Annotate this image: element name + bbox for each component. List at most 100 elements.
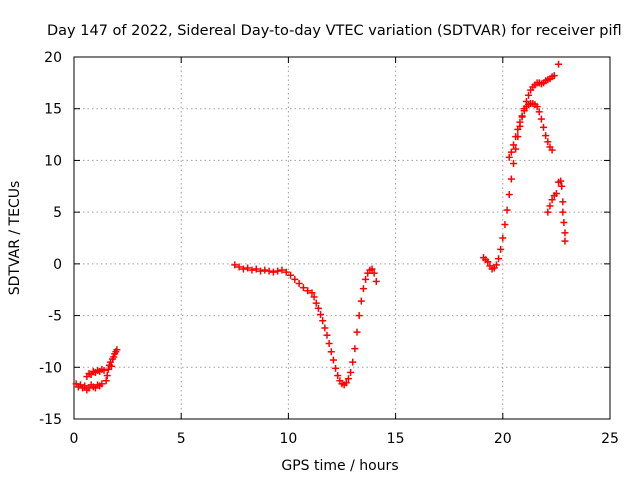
data-point bbox=[560, 218, 568, 226]
y-tick-label: 10 bbox=[44, 153, 62, 169]
data-point bbox=[317, 311, 325, 319]
data-point bbox=[102, 377, 110, 385]
data-point bbox=[497, 245, 505, 253]
x-tick-label: 25 bbox=[601, 431, 619, 447]
x-tick-labels: 0 5 10 15 20 25 bbox=[70, 431, 619, 447]
data-point bbox=[319, 317, 327, 325]
data-point bbox=[559, 208, 567, 216]
data-point bbox=[533, 103, 541, 111]
plot-frame bbox=[73, 56, 611, 420]
data-point bbox=[544, 138, 552, 146]
y-tick-label: -10 bbox=[39, 360, 62, 376]
data-point bbox=[518, 112, 526, 120]
data-point bbox=[540, 123, 548, 131]
y-tick-label: -15 bbox=[39, 412, 62, 428]
data-point bbox=[329, 356, 337, 364]
data-point bbox=[505, 153, 513, 161]
data-point bbox=[535, 108, 543, 116]
data-point bbox=[370, 269, 378, 277]
data-point bbox=[520, 107, 528, 115]
data-point bbox=[323, 331, 331, 339]
data-point bbox=[512, 133, 520, 141]
data-point bbox=[492, 261, 500, 269]
data-point bbox=[484, 258, 492, 266]
x-axis-label: GPS time / hours bbox=[281, 458, 398, 474]
data-point bbox=[81, 382, 89, 390]
y-tick-label: 15 bbox=[44, 102, 62, 118]
data-point bbox=[559, 198, 567, 206]
data-points bbox=[72, 60, 569, 394]
data-point bbox=[499, 234, 507, 242]
data-point bbox=[512, 145, 520, 153]
data-point bbox=[550, 72, 558, 80]
data-point bbox=[507, 148, 515, 156]
data-point bbox=[334, 372, 342, 380]
data-point bbox=[355, 312, 363, 320]
data-point bbox=[557, 177, 565, 185]
data-point bbox=[501, 221, 509, 229]
data-point bbox=[103, 372, 111, 380]
data-point bbox=[291, 275, 299, 283]
data-point bbox=[548, 196, 556, 204]
data-point bbox=[244, 264, 252, 272]
data-point bbox=[516, 118, 524, 126]
data-point bbox=[537, 115, 545, 123]
data-point bbox=[525, 91, 533, 99]
y-tick-label: 0 bbox=[53, 257, 62, 273]
data-point bbox=[495, 255, 503, 263]
y-tick-label: 5 bbox=[53, 205, 62, 221]
data-point bbox=[503, 206, 511, 214]
data-point bbox=[353, 328, 361, 336]
data-point bbox=[304, 287, 312, 295]
data-point bbox=[344, 375, 352, 383]
data-point bbox=[308, 289, 316, 297]
data-point bbox=[98, 380, 106, 388]
data-point bbox=[552, 190, 560, 198]
data-point bbox=[239, 265, 247, 273]
data-point bbox=[514, 125, 522, 133]
data-point bbox=[359, 285, 367, 293]
data-point bbox=[278, 266, 286, 274]
data-point bbox=[312, 299, 320, 307]
data-point bbox=[274, 267, 282, 275]
data-point bbox=[357, 297, 365, 305]
y-tick-label: 20 bbox=[44, 50, 62, 66]
y-tick-labels: -15 -10 -5 0 5 10 15 20 bbox=[39, 50, 62, 428]
y-tick-label: -5 bbox=[48, 309, 62, 325]
x-tick-label: 5 bbox=[177, 431, 186, 447]
data-point bbox=[349, 358, 357, 366]
data-point bbox=[257, 267, 265, 275]
data-point bbox=[104, 365, 112, 373]
data-point bbox=[510, 141, 518, 149]
data-point bbox=[555, 60, 563, 68]
data-point bbox=[269, 268, 277, 276]
data-point bbox=[110, 353, 118, 361]
data-point bbox=[347, 368, 355, 376]
axis-ticks bbox=[73, 56, 611, 420]
data-point bbox=[327, 348, 335, 356]
data-point bbox=[510, 160, 518, 168]
data-point bbox=[235, 263, 243, 271]
data-point bbox=[108, 362, 116, 370]
x-tick-label: 0 bbox=[70, 431, 79, 447]
chart-title: Day 147 of 2022, Sidereal Day-to-day VTE… bbox=[47, 23, 622, 39]
data-point bbox=[332, 364, 340, 372]
data-point bbox=[351, 345, 359, 353]
data-point bbox=[507, 175, 515, 183]
data-point bbox=[282, 268, 290, 276]
data-point bbox=[342, 379, 350, 387]
data-point bbox=[372, 277, 380, 285]
data-point bbox=[362, 275, 370, 283]
data-point bbox=[299, 284, 307, 292]
data-point bbox=[505, 191, 513, 199]
x-tick-label: 10 bbox=[279, 431, 297, 447]
data-point bbox=[368, 265, 376, 273]
y-axis-label: SDTVAR / TECUs bbox=[7, 181, 23, 296]
data-point bbox=[113, 346, 121, 354]
data-point bbox=[248, 266, 256, 274]
data-point bbox=[542, 132, 550, 140]
data-point bbox=[561, 237, 569, 245]
grid-lines bbox=[74, 57, 610, 419]
data-point bbox=[100, 366, 108, 374]
data-point bbox=[321, 324, 329, 332]
